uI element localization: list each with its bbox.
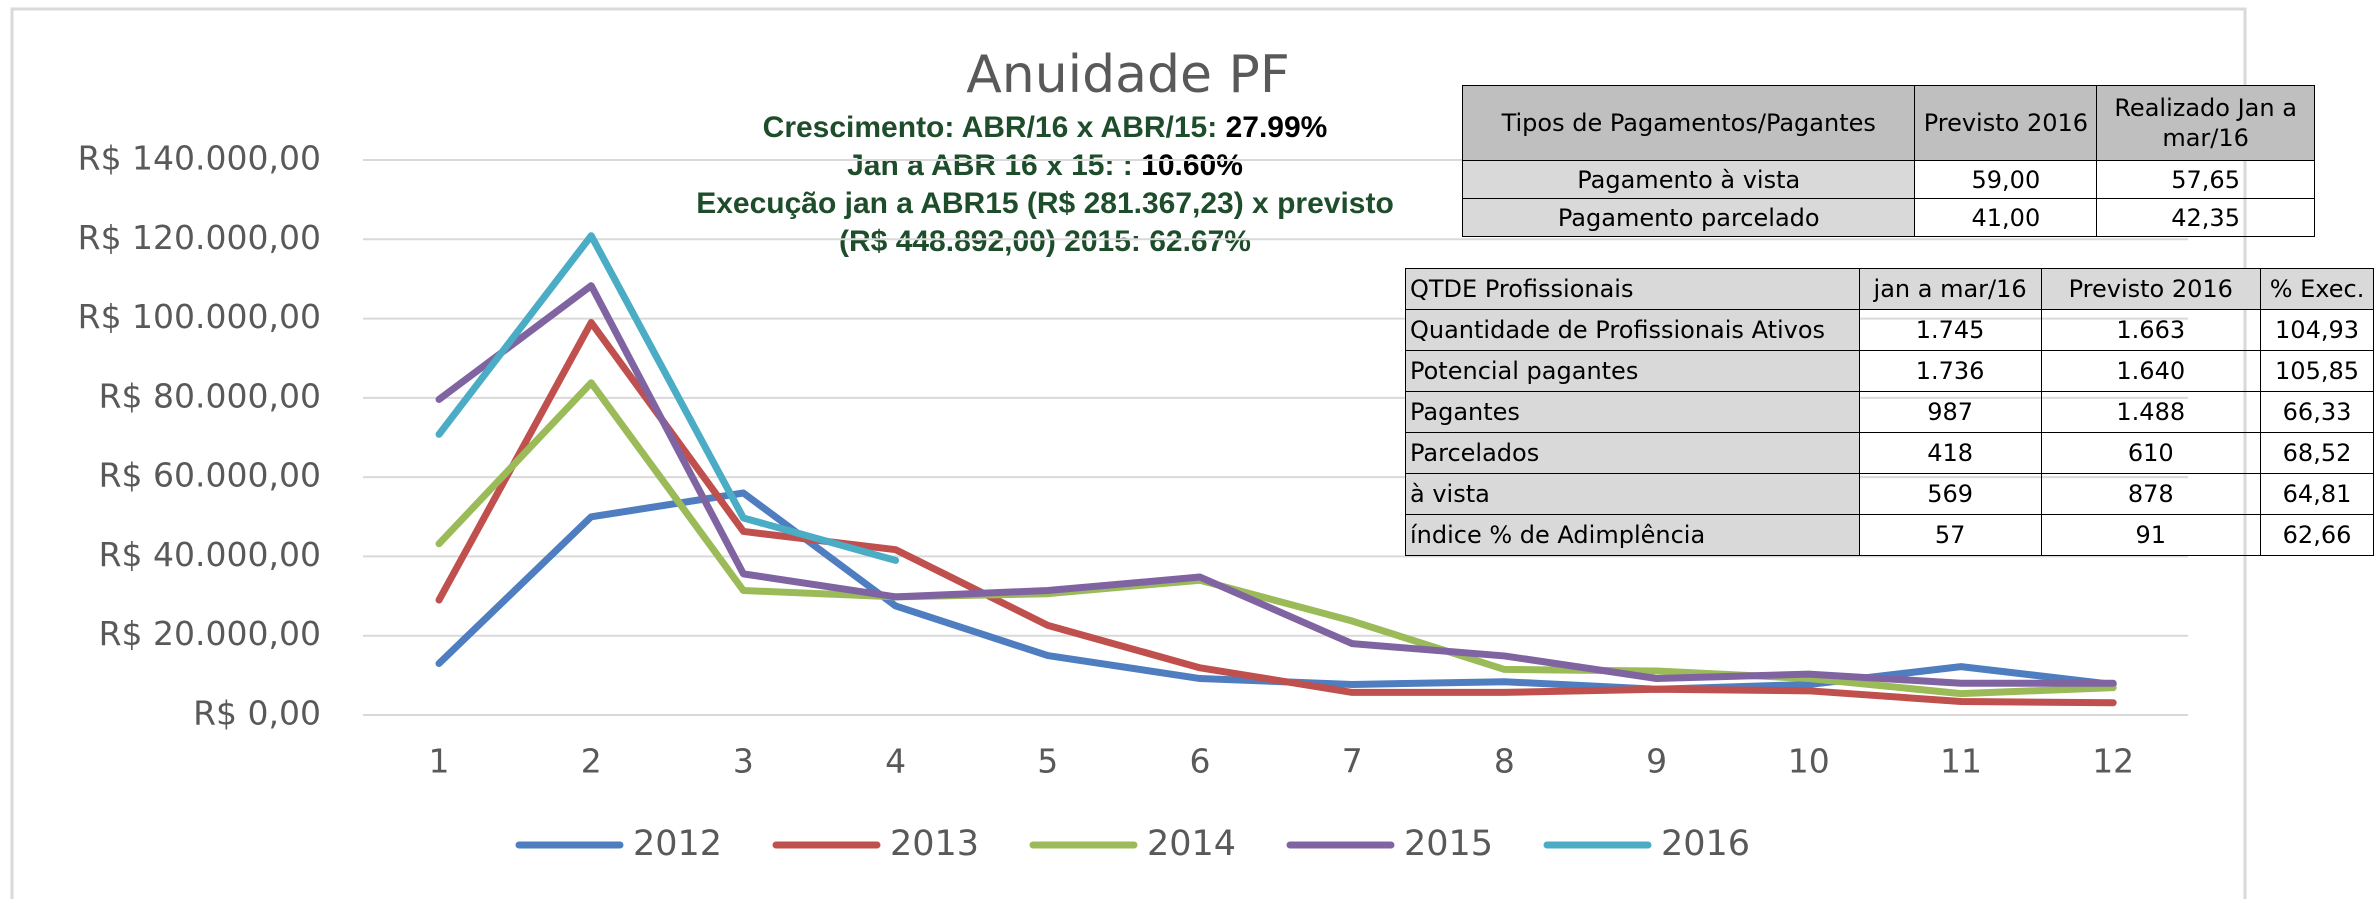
table-row: Parcelados 418 610 68,52: [1405, 432, 2374, 474]
table-cell: 418: [1858, 432, 2042, 474]
annotation: Execução jan a ABR15 (R$ 281.367,23) x p…: [696, 187, 1394, 220]
annotation-value: 10.60%: [1141, 149, 1243, 182]
annotation-text: (R$ 448.892,00) 2015: 62.67%: [839, 225, 1251, 258]
table-cell: 42,35: [2096, 198, 2315, 237]
x-tick-label: 5: [1037, 742, 1058, 781]
table-cell: Pagantes: [1405, 391, 1860, 433]
annotation-text: Execução jan a ABR15 (R$ 281.367,23) x p…: [696, 187, 1394, 220]
table-cell: índice % de Adimplência: [1405, 514, 1860, 556]
x-tick-label: 10: [1788, 742, 1830, 781]
legend-label: 2016: [1661, 824, 1750, 864]
table-cell: Realizado Jan a mar/16: [2096, 85, 2315, 161]
series-line: [435, 282, 2117, 687]
table-cell: 57,65: [2096, 160, 2315, 199]
y-tick-label: R$ 20.000,00: [99, 614, 321, 653]
x-tick-label: 11: [1940, 742, 1982, 781]
x-tick-label: 8: [1494, 742, 1515, 781]
legend-label: 2014: [1147, 824, 1236, 864]
x-tick-label: 6: [1190, 742, 1211, 781]
table-cell: Parcelados: [1405, 432, 1860, 474]
table-row: à vista 569 878 64,81: [1405, 473, 2374, 515]
series-line: [435, 319, 2117, 707]
legend-label: 2012: [633, 824, 722, 864]
x-tick-label: 1: [429, 742, 450, 781]
table-cell: 41,00: [1914, 198, 2098, 237]
table-row: Potencial pagantes 1.736 1.640 105,85: [1405, 350, 2374, 392]
annotation: (R$ 448.892,00) 2015: 62.67%: [839, 225, 1251, 258]
table-row: índice % de Adimplência 57 91 62,66: [1405, 514, 2374, 556]
table-cell: 57: [1858, 514, 2042, 556]
legend-label: 2013: [890, 824, 979, 864]
annotation: Crescimento: ABR/16 x ABR/15: 27.99%: [763, 111, 1328, 144]
table-cell: à vista: [1405, 473, 1860, 515]
table-cell: 1.663: [2040, 309, 2262, 351]
x-tick-label: 3: [733, 742, 754, 781]
table-cell: 987: [1858, 391, 2042, 433]
x-tick-label: 4: [885, 742, 906, 781]
y-tick-label: R$ 80.000,00: [99, 376, 321, 415]
payment-table: Tipos de Pagamentos/Pagantes Previsto 201…: [1461, 85, 2315, 237]
table-row: Pagamento parcelado 41,00 42,35: [1461, 198, 2315, 237]
y-tick-label: R$ 0,00: [193, 694, 321, 733]
table-cell: QTDE Profissionais: [1405, 268, 1860, 310]
table-cell: % Exec.: [2260, 268, 2374, 310]
table-cell: Previsto 2016: [2040, 268, 2262, 310]
table-cell: 1.640: [2040, 350, 2262, 392]
table-cell: 610: [2040, 432, 2262, 474]
table-cell: 64,81: [2260, 473, 2374, 515]
annotation-text: Jan a ABR 16 x 15: :: [847, 149, 1133, 182]
table-cell: Potencial pagantes: [1405, 350, 1860, 392]
table-cell: 1.736: [1858, 350, 2042, 392]
table-row: Quantidade de Profissionais Ativos 1.745 1…: [1405, 309, 2374, 351]
legend-label: 2015: [1404, 824, 1493, 864]
table-cell: 104,93: [2260, 309, 2374, 351]
x-tick-label: 2: [581, 742, 602, 781]
table-cell: 569: [1858, 473, 2042, 515]
x-tick-label: 9: [1646, 742, 1667, 781]
annotation: Jan a ABR 16 x 15: : 10.60%: [847, 149, 1243, 182]
table-cell: Previsto 2016: [1914, 85, 2098, 161]
table-cell: 1.745: [1858, 309, 2042, 351]
table-cell: 62,66: [2260, 514, 2374, 556]
table-cell: 105,85: [2260, 350, 2374, 392]
table-cell: 878: [2040, 473, 2262, 515]
annotation-value: 27.99%: [1226, 111, 1328, 144]
table-header-row: Tipos de Pagamentos/Pagantes Previsto 201…: [1461, 85, 2315, 161]
y-tick-label: R$ 60.000,00: [99, 456, 321, 495]
x-tick-label: 7: [1342, 742, 1363, 781]
table-cell: 66,33: [2260, 391, 2374, 433]
y-tick-label: R$ 140.000,00: [78, 139, 321, 178]
professionals-table: QTDE Profissionais jan a mar/16 Previsto 2…: [1405, 268, 2374, 556]
annotation-text: Crescimento: ABR/16 x ABR/15:: [763, 111, 1218, 144]
table-cell: 68,52: [2260, 432, 2374, 474]
x-tick-label: 12: [2092, 742, 2134, 781]
table-cell: jan a mar/16: [1858, 268, 2042, 310]
chart-title: Anuidade PF: [966, 45, 1290, 105]
y-tick-label: R$ 120.000,00: [78, 218, 321, 257]
table-cell: 59,00: [1914, 160, 2098, 199]
y-tick-label: R$ 100.000,00: [78, 297, 321, 336]
series-line: [435, 232, 900, 564]
table-cell: 1.488: [2040, 391, 2262, 433]
y-tick-label: R$ 40.000,00: [99, 535, 321, 574]
table-cell: 91: [2040, 514, 2262, 556]
table-cell: Pagamento à vista: [1461, 160, 1916, 199]
table-header-row: QTDE Profissionais jan a mar/16 Previsto 2…: [1405, 268, 2374, 310]
series-line: [435, 379, 2117, 698]
table-row: Pagamento à vista 59,00 57,65: [1461, 160, 2315, 199]
table-cell: Tipos de Pagamentos/Pagantes: [1461, 85, 1916, 161]
table-cell: Quantidade de Profissionais Ativos: [1405, 309, 1860, 351]
table-cell: Pagamento parcelado: [1461, 198, 1916, 237]
table-row: Pagantes 987 1.488 66,33: [1405, 391, 2374, 433]
